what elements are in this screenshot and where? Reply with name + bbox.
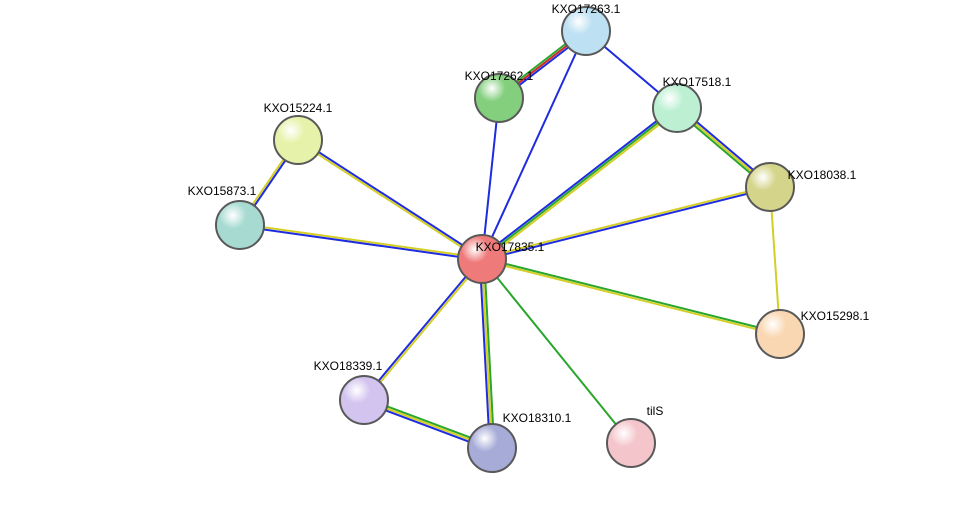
graph-node[interactable] (216, 201, 264, 249)
graph-node[interactable] (756, 310, 804, 358)
graph-node[interactable] (468, 424, 516, 472)
node-label: KXO18339.1 (314, 359, 383, 373)
node-label: KXO17263.1 (552, 2, 621, 16)
node-label: KXO18038.1 (788, 168, 857, 182)
graph-edge (240, 226, 482, 260)
graph-node[interactable] (653, 84, 701, 132)
node-label: KXO15298.1 (801, 309, 870, 323)
node-label: KXO17262.1 (465, 69, 534, 83)
node-label: KXO15873.1 (188, 184, 257, 198)
node-label: KXO18310.1 (503, 411, 572, 425)
node-label: tilS (647, 404, 664, 418)
node-label: KXO17518.1 (663, 75, 732, 89)
graph-edge (482, 259, 492, 448)
network-graph: KXO17835.1 KXO17263.1 KXO17262.1 KXO17518.1… (0, 0, 975, 513)
graph-node[interactable] (274, 116, 322, 164)
graph-edge (297, 141, 481, 260)
node-label: KXO15224.1 (264, 101, 333, 115)
node-label: KXO17835.1 (476, 240, 545, 254)
graph-node[interactable] (340, 376, 388, 424)
labels-layer: KXO17835.1 KXO17263.1 KXO17262.1 KXO17518.1… (188, 2, 870, 425)
graph-edge (240, 224, 482, 258)
graph-node[interactable] (607, 419, 655, 467)
graph-edge (363, 258, 481, 399)
graph-edge (482, 260, 780, 335)
graph-edge (482, 258, 780, 333)
graph-edge (299, 139, 483, 258)
graph-edge (483, 110, 678, 261)
graph-edge (482, 31, 586, 259)
graph-edge (365, 260, 483, 401)
